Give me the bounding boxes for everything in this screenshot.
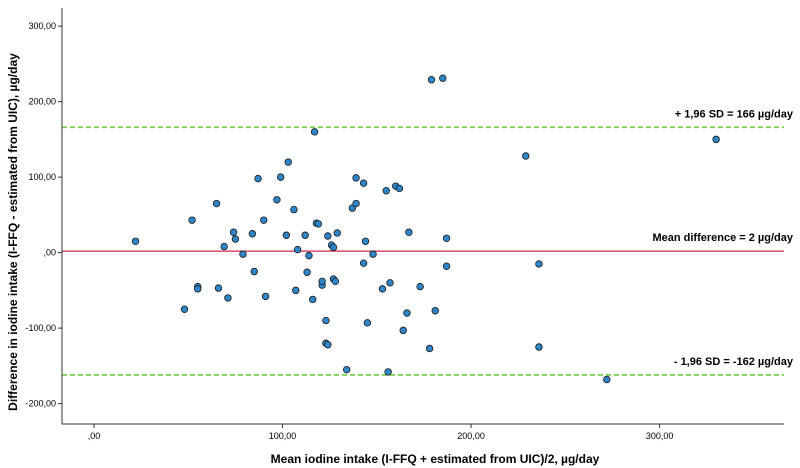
data-point xyxy=(292,286,300,295)
y-tick-label: 300,00 xyxy=(28,21,56,31)
x-tick-label: ,00 xyxy=(88,431,101,441)
data-point xyxy=(331,277,340,286)
data-point xyxy=(231,235,240,243)
y-tick-label: -200,00 xyxy=(25,399,56,409)
data-point xyxy=(403,309,411,317)
data-point xyxy=(386,279,394,287)
data-point xyxy=(194,285,202,293)
data-point xyxy=(293,245,302,254)
data-point xyxy=(324,341,332,349)
data-point xyxy=(352,174,360,182)
data-point xyxy=(239,250,247,258)
data-point xyxy=(314,220,323,228)
data-point xyxy=(273,196,281,204)
x-axis-ticks: ,00 100,00 200,00 300,00 xyxy=(88,424,674,441)
data-point xyxy=(250,267,258,276)
data-point xyxy=(439,74,447,82)
y-tick-label: -100,00 xyxy=(25,323,56,333)
data-point xyxy=(405,228,413,236)
data-point xyxy=(212,199,221,208)
data-point xyxy=(131,237,140,245)
data-point xyxy=(431,307,439,315)
data-point xyxy=(359,179,368,187)
data-point xyxy=(427,76,436,84)
data-point xyxy=(284,158,292,166)
data-point xyxy=(322,316,330,325)
y-tick-label: 100,00 xyxy=(28,172,56,182)
data-point xyxy=(248,230,257,238)
data-point xyxy=(188,216,196,224)
data-point xyxy=(309,295,317,304)
data-point xyxy=(220,242,228,251)
data-point xyxy=(261,292,270,301)
data-points xyxy=(131,74,720,384)
data-point xyxy=(535,343,543,351)
y-tick-label: ,00 xyxy=(43,248,56,258)
reference-line-labels: + 1,96 SD = 166 µg/day Mean difference = … xyxy=(652,108,793,368)
data-point xyxy=(712,135,720,144)
x-tick-label: 300,00 xyxy=(646,431,674,441)
x-tick-label: 200,00 xyxy=(457,431,485,441)
data-point xyxy=(305,251,313,260)
data-point xyxy=(535,260,543,268)
data-point xyxy=(378,285,387,293)
data-point xyxy=(603,375,611,384)
reference-line-label-2: - 1,96 SD = -162 µg/day xyxy=(674,356,794,368)
data-point xyxy=(310,128,319,136)
axes xyxy=(61,8,784,425)
y-axis-title: Difference in iodine intake (I-FFQ - est… xyxy=(6,53,20,411)
data-point xyxy=(301,231,309,239)
reference-line-label-1: Mean difference = 2 µg/day xyxy=(652,232,793,244)
data-point xyxy=(180,305,189,313)
data-point xyxy=(369,250,377,258)
data-point xyxy=(276,173,285,181)
data-point xyxy=(361,237,370,245)
data-point xyxy=(254,174,262,183)
data-point xyxy=(359,259,368,267)
x-axis-title: Mean iodine intake (I-FFQ + estimated fr… xyxy=(271,452,600,466)
data-point xyxy=(442,234,451,242)
data-point xyxy=(318,277,326,286)
data-point xyxy=(324,232,332,240)
data-point xyxy=(282,231,291,239)
reference-line-label-0: + 1,96 SD = 166 µg/day xyxy=(675,108,794,120)
data-point xyxy=(214,284,223,292)
data-point xyxy=(329,243,338,252)
data-point xyxy=(333,229,341,237)
data-point xyxy=(224,294,232,302)
data-point xyxy=(522,152,530,160)
x-tick-label: 100,00 xyxy=(269,431,297,441)
data-point xyxy=(342,365,351,374)
reference-lines xyxy=(62,126,784,376)
y-tick-label: 200,00 xyxy=(28,97,56,107)
data-point xyxy=(229,228,238,236)
data-point xyxy=(416,282,424,291)
data-point xyxy=(352,199,360,208)
data-point xyxy=(303,268,311,276)
data-point xyxy=(260,216,268,224)
data-point xyxy=(384,368,392,376)
data-point xyxy=(425,344,434,353)
data-point xyxy=(399,326,407,335)
data-point xyxy=(395,184,404,193)
data-point xyxy=(442,262,451,270)
data-point xyxy=(382,187,390,195)
y-axis-ticks: 300,00 200,00 100,00 ,00 -100,00 -200,00 xyxy=(25,21,62,409)
data-point xyxy=(363,319,372,327)
data-point xyxy=(290,205,298,214)
